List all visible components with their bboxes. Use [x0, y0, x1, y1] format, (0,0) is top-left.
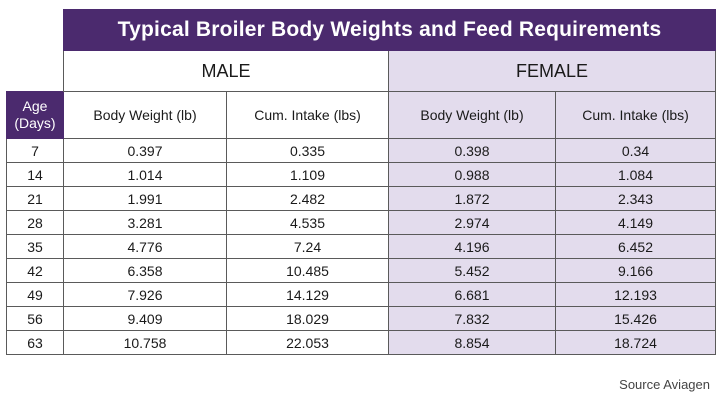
- male-weight-cell: 3.281: [63, 210, 227, 235]
- age-cell: 7: [6, 138, 64, 163]
- column-header-female-weight: Body Weight (lb): [388, 91, 556, 139]
- male-weight-cell: 9.409: [63, 306, 227, 331]
- male-weight-cell: 1.014: [63, 162, 227, 187]
- female-intake-cell: 9.166: [555, 258, 716, 283]
- male-weight-cell: 0.397: [63, 138, 227, 163]
- age-cell: 56: [6, 306, 64, 331]
- female-intake-cell: 12.193: [555, 282, 716, 307]
- female-weight-cell: 1.872: [388, 186, 556, 211]
- age-cell: 28: [6, 210, 64, 235]
- female-intake-cell: 18.724: [555, 330, 716, 355]
- male-intake-cell: 10.485: [226, 258, 389, 283]
- table-row: 28 3.281 4.535 2.974 4.149: [6, 210, 716, 235]
- table-row: 49 7.926 14.129 6.681 12.193: [6, 282, 716, 307]
- male-intake-cell: 14.129: [226, 282, 389, 307]
- male-intake-cell: 0.335: [226, 138, 389, 163]
- female-intake-cell: 15.426: [555, 306, 716, 331]
- age-cell: 63: [6, 330, 64, 355]
- column-header-male-weight: Body Weight (lb): [63, 91, 227, 139]
- age-header-line2: (Days): [14, 115, 56, 131]
- female-intake-cell: 0.34: [555, 138, 716, 163]
- male-intake-cell: 1.109: [226, 162, 389, 187]
- female-weight-cell: 0.988: [388, 162, 556, 187]
- male-intake-cell: 4.535: [226, 210, 389, 235]
- female-weight-cell: 5.452: [388, 258, 556, 283]
- female-intake-cell: 6.452: [555, 234, 716, 259]
- table-row: 56 9.409 18.029 7.832 15.426: [6, 306, 716, 331]
- male-weight-cell: 4.776: [63, 234, 227, 259]
- male-intake-cell: 18.029: [226, 306, 389, 331]
- female-intake-cell: 2.343: [555, 186, 716, 211]
- male-weight-cell: 6.358: [63, 258, 227, 283]
- column-header-male-intake: Cum. Intake (lbs): [226, 91, 389, 139]
- table-row: 21 1.991 2.482 1.872 2.343: [6, 186, 716, 211]
- female-intake-cell: 4.149: [555, 210, 716, 235]
- group-header-female: FEMALE: [388, 50, 716, 92]
- age-cell: 14: [6, 162, 64, 187]
- source-note: Source Aviagen: [619, 377, 710, 392]
- age-cell: 35: [6, 234, 64, 259]
- broiler-table: Typical Broiler Body Weights and Feed Re…: [6, 9, 716, 355]
- group-header-male: MALE: [63, 50, 389, 92]
- table-row: 14 1.014 1.109 0.988 1.084: [6, 162, 716, 187]
- female-weight-cell: 4.196: [388, 234, 556, 259]
- female-intake-cell: 1.084: [555, 162, 716, 187]
- male-intake-cell: 7.24: [226, 234, 389, 259]
- table-row: 7 0.397 0.335 0.398 0.34: [6, 138, 716, 163]
- female-weight-cell: 8.854: [388, 330, 556, 355]
- age-cell: 21: [6, 186, 64, 211]
- table-row: 63 10.758 22.053 8.854 18.724: [6, 330, 716, 355]
- column-header-female-intake: Cum. Intake (lbs): [555, 91, 716, 139]
- female-weight-cell: 2.974: [388, 210, 556, 235]
- female-weight-cell: 7.832: [388, 306, 556, 331]
- male-weight-cell: 10.758: [63, 330, 227, 355]
- table-row: 42 6.358 10.485 5.452 9.166: [6, 258, 716, 283]
- age-cell: 49: [6, 282, 64, 307]
- table-body: 7 0.397 0.335 0.398 0.34 14 1.014 1.109 0.988 1.0…: [6, 138, 716, 355]
- male-weight-cell: 7.926: [63, 282, 227, 307]
- age-cell: 42: [6, 258, 64, 283]
- female-weight-cell: 6.681: [388, 282, 556, 307]
- male-intake-cell: 22.053: [226, 330, 389, 355]
- age-header: Age (Days): [6, 91, 64, 139]
- male-weight-cell: 1.991: [63, 186, 227, 211]
- male-intake-cell: 2.482: [226, 186, 389, 211]
- corner-blank: [6, 9, 64, 51]
- table-title: Typical Broiler Body Weights and Feed Re…: [63, 9, 716, 51]
- age-header-line1: Age: [22, 98, 48, 114]
- table-row: 35 4.776 7.24 4.196 6.452: [6, 234, 716, 259]
- female-weight-cell: 0.398: [388, 138, 556, 163]
- corner-blank-2: [6, 50, 64, 92]
